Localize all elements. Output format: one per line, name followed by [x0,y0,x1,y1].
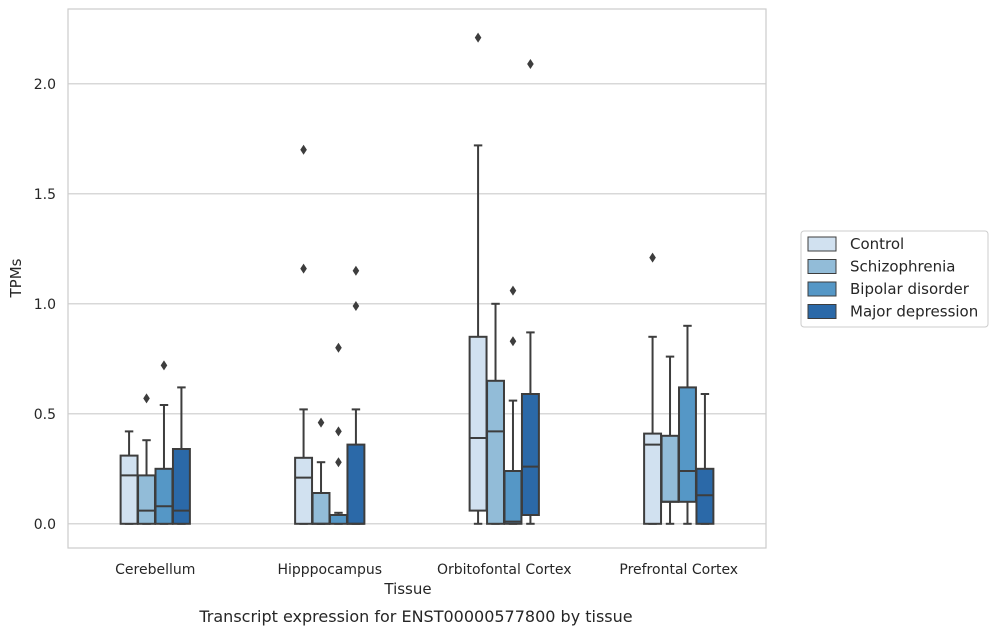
box-iqr [486,379,505,525]
y-axis-label: TPMs [7,258,25,298]
outlier-point [527,59,534,69]
legend-frame [800,230,989,328]
box-bipolar-disorder [329,342,348,525]
box-bipolar-disorder [154,360,174,525]
box-major-depression [520,59,540,525]
outlier-point [300,144,307,155]
box-bipolar-disorder [678,324,697,525]
legend-swatch [807,304,837,319]
box-schizophrenia [311,417,331,525]
box-iqr [119,454,139,525]
outlier-point [335,457,342,468]
y-tick-labels: 0.0 0.5 1.0 1.5 2.0 [34,77,56,533]
box-iqr [154,467,174,525]
box-major-depression [346,265,366,525]
legend-swatch [807,281,837,297]
box-iqr [171,448,191,525]
legend-label: Schizophrenia [850,258,955,276]
outlier-point [300,263,307,274]
box-major-depression [171,386,191,525]
plot-frame [67,8,767,549]
outlier-point [335,426,342,437]
legend-items: Control Schizophrenia Bipolar disorder Majo… [807,235,978,321]
outlier-point [509,285,517,296]
box-control [643,252,663,525]
box-schizophrenia [137,393,156,525]
legend-swatch [807,236,837,252]
legend-swatch [807,259,837,274]
outlier-point [143,393,150,404]
box-iqr [520,393,540,516]
box-schizophrenia [660,355,680,525]
outlier-point [317,417,325,428]
box-control [294,144,314,525]
legend-label: Bipolar disorder [850,280,970,298]
outlier-point [649,252,656,263]
box-iqr [294,456,314,525]
box-iqr [643,432,663,525]
box-iqr [660,434,680,503]
box-schizophrenia [486,302,505,525]
y-tick-label: 1.0 [34,297,56,313]
legend: Control Schizophrenia Bipolar disorder Majo… [800,230,989,328]
box-iqr [503,470,523,525]
y-tick-label: 0.0 [34,517,56,533]
outlier-point [160,360,168,371]
box-iqr [311,492,331,525]
legend-label: Control [850,235,904,253]
y-tick-label: 1.5 [34,187,56,203]
y-tick-label: 0.5 [34,407,56,423]
x-tick-label: Hipppocampus [277,562,382,578]
box-iqr [695,467,715,525]
box-control [468,32,488,525]
outlier-point [474,32,482,43]
outlier-point [335,342,342,353]
outlier-point [509,336,517,347]
x-tick-label: Cerebellum [115,562,195,578]
outlier-point [352,265,360,276]
box-iqr [346,443,366,525]
box-iqr [678,386,697,503]
box-iqr [329,514,348,525]
legend-label: Major depression [850,303,978,321]
box-major-depression [695,393,715,525]
box-bipolar-disorder [503,285,523,525]
box-control [119,430,139,525]
x-tick-label: Orbitofontal Cortex [437,562,572,578]
chart-caption: Transcript expression for ENST0000057780… [198,607,632,626]
y-tick-label: 2.0 [34,77,56,93]
box-iqr [137,474,156,525]
box-groups [119,32,715,525]
x-tick-label: Prefrontal Cortex [619,562,738,578]
box-iqr [468,335,488,512]
x-axis-label: Tissue [383,580,431,598]
outlier-point [352,301,360,311]
x-tick-labels: Cerebellum Hipppocampus Orbitofontal Corte… [115,562,738,578]
